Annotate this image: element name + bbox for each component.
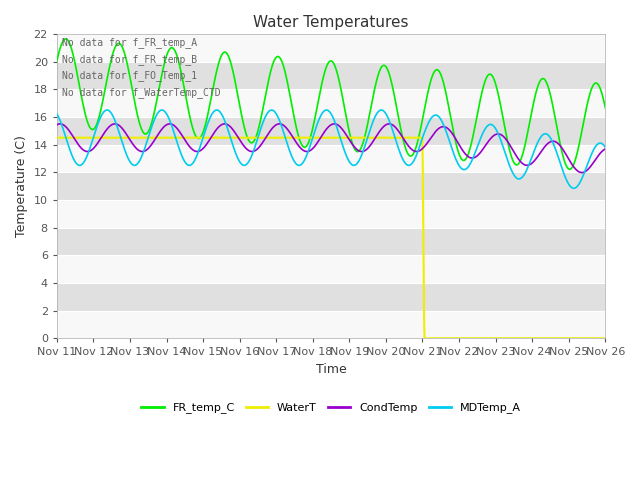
Text: No data for f_FR_temp_A: No data for f_FR_temp_A: [62, 37, 198, 48]
Y-axis label: Temperature (C): Temperature (C): [15, 135, 28, 237]
Bar: [57, 200, 605, 228]
Bar: [57, 311, 605, 338]
Text: No data for f_FO_Temp_1: No data for f_FO_Temp_1: [62, 71, 198, 82]
X-axis label: Time: Time: [316, 363, 346, 376]
Bar: [57, 228, 605, 255]
Bar: [57, 61, 605, 89]
Title: Water Temperatures: Water Temperatures: [253, 15, 409, 30]
Bar: [57, 172, 605, 200]
Bar: [57, 34, 605, 61]
Bar: [57, 144, 605, 172]
Bar: [57, 255, 605, 283]
Legend: FR_temp_C, WaterT, CondTemp, MDTemp_A: FR_temp_C, WaterT, CondTemp, MDTemp_A: [137, 398, 525, 418]
Text: No data for f_FR_temp_B: No data for f_FR_temp_B: [62, 54, 198, 65]
Text: No data for f_WaterTemp_CTD: No data for f_WaterTemp_CTD: [62, 87, 221, 98]
Bar: [57, 117, 605, 144]
Bar: [57, 283, 605, 311]
Bar: [57, 89, 605, 117]
